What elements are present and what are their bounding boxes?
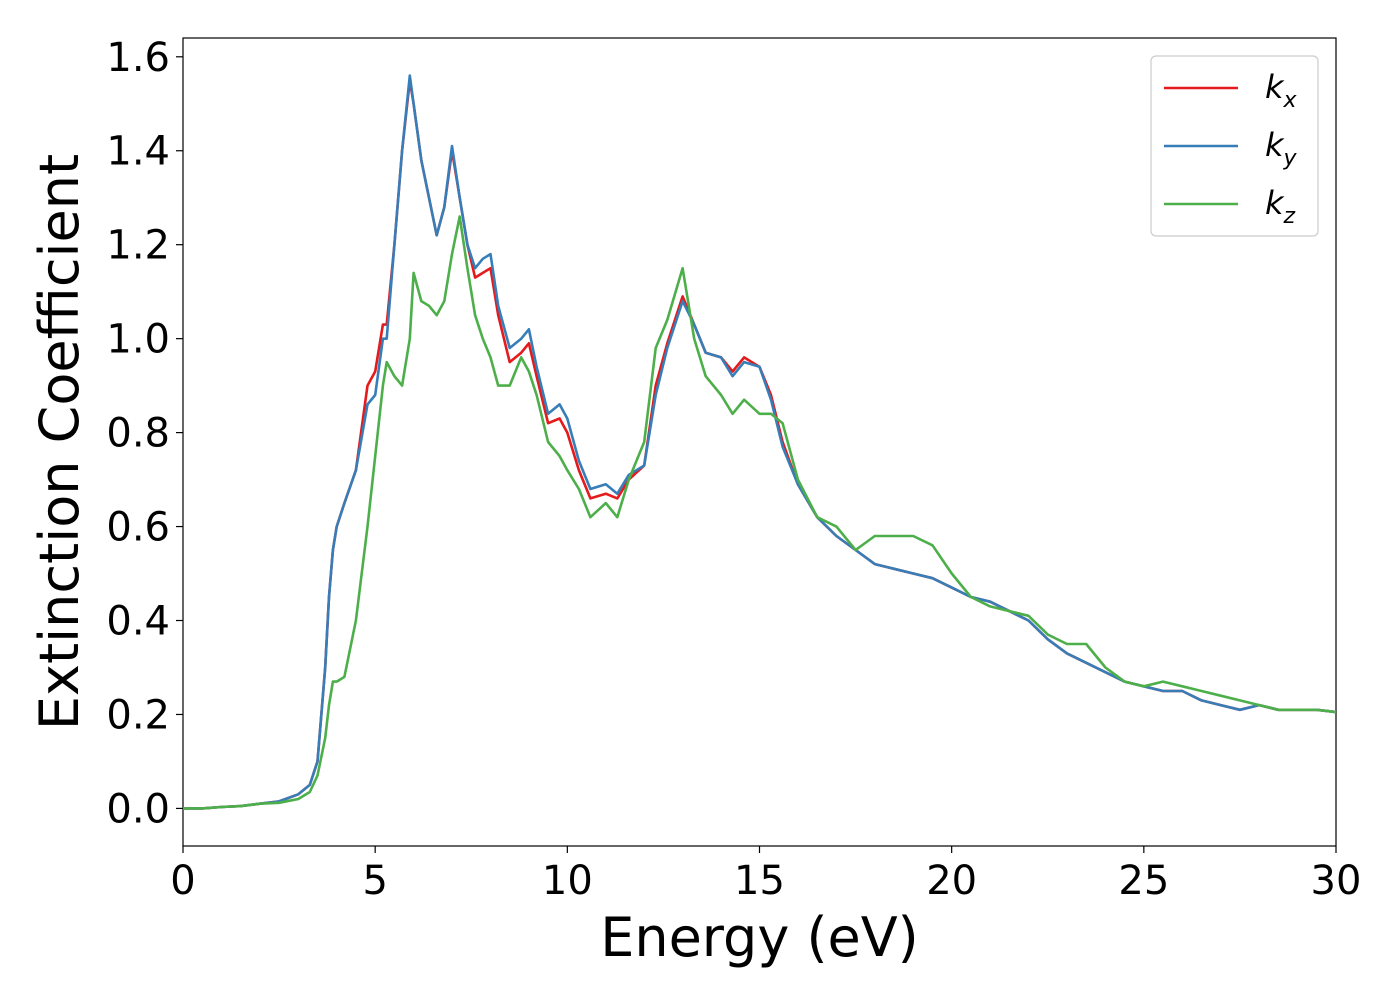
series-line-z [183, 215, 1336, 810]
y-axis-ticks: 0.0 0.2 0.4 0.6 0.8 1.0 1.2 1.4 1.6 [106, 35, 183, 832]
y-tick-label: 0.4 [106, 599, 170, 645]
legend-label-z: kz [1265, 184, 1296, 229]
series-layer [183, 74, 1336, 810]
y-tick-label: 1.6 [106, 35, 170, 81]
x-tick-label: 20 [926, 858, 977, 904]
legend-label-x: kx [1265, 68, 1298, 113]
x-axis-ticks: 0 5 10 15 20 25 30 [170, 846, 1361, 904]
x-tick-label: 10 [542, 858, 593, 904]
y-tick-label: 0.2 [106, 692, 170, 738]
y-tick-label: 1.0 [106, 317, 170, 363]
legend-label-y: ky [1265, 126, 1298, 171]
y-tick-label: 1.4 [106, 129, 170, 175]
x-tick-label: 25 [1118, 858, 1169, 904]
y-tick-label: 0.6 [106, 505, 170, 551]
x-tick-label: 15 [734, 858, 785, 904]
y-tick-label: 0.8 [106, 411, 170, 457]
legend: kx ky kz [1150, 55, 1319, 237]
x-tick-label: 30 [1311, 858, 1362, 904]
x-axis-label: Energy (eV) [600, 906, 919, 969]
x-tick-label: 0 [170, 858, 195, 904]
y-axis-label: Extinction Coefficient [28, 154, 91, 730]
x-tick-label: 5 [362, 858, 387, 904]
series-line-y [183, 74, 1336, 810]
y-tick-label: 1.2 [106, 223, 170, 269]
y-tick-label: 0.0 [106, 786, 170, 832]
